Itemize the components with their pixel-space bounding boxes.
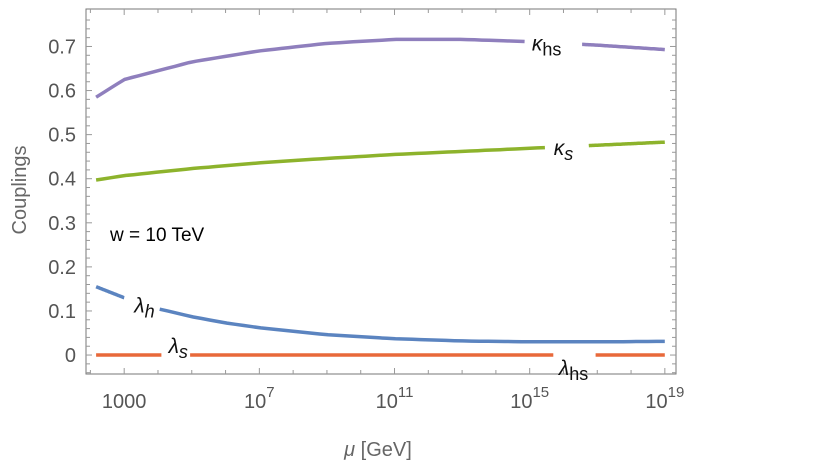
series-line-hs xyxy=(582,42,665,52)
series-label: λhs xyxy=(558,357,588,384)
x-axis-label: μ [GeV] xyxy=(343,439,412,461)
y-tick-label: 0 xyxy=(65,345,76,367)
x-tick-label: 107 xyxy=(244,384,275,413)
y-axis-label: Couplings xyxy=(9,146,31,235)
x-tick-label: 1000 xyxy=(102,391,147,413)
x-tick-label: 1019 xyxy=(645,384,684,413)
y-tick-label: 0.1 xyxy=(48,301,76,323)
series-label: κs xyxy=(554,137,574,164)
plot-frame xyxy=(85,8,677,375)
series-line-h xyxy=(95,285,125,300)
x-tick-label: 1011 xyxy=(376,384,414,413)
series-line-s xyxy=(95,145,545,182)
series-line-hs xyxy=(95,37,525,99)
y-tick-label: 0.3 xyxy=(48,213,76,235)
annotation-w: w = 10 TeV xyxy=(109,225,205,246)
y-tick-label: 0.7 xyxy=(48,36,76,58)
y-tick-label: 0.2 xyxy=(48,257,76,279)
series-label: λs xyxy=(168,335,188,362)
series-label: κhs xyxy=(532,33,562,60)
y-tick-label: 0.4 xyxy=(48,169,76,191)
series-line-h xyxy=(159,307,665,344)
series-layer xyxy=(95,37,665,357)
series-line-s xyxy=(588,140,665,148)
labels-layer: κhs κs λh λhs λs xyxy=(133,33,588,385)
series-label: λh xyxy=(133,294,154,321)
x-tick-label: 1015 xyxy=(510,384,549,413)
y-tick-label: 0.6 xyxy=(48,81,76,103)
ticks-layer: 1000 107 1011 1015 1019 0 0.1 0.2 0.3 0.4 0.5 0.6 0.… xyxy=(48,9,684,413)
y-tick-label: 0.5 xyxy=(48,125,76,147)
